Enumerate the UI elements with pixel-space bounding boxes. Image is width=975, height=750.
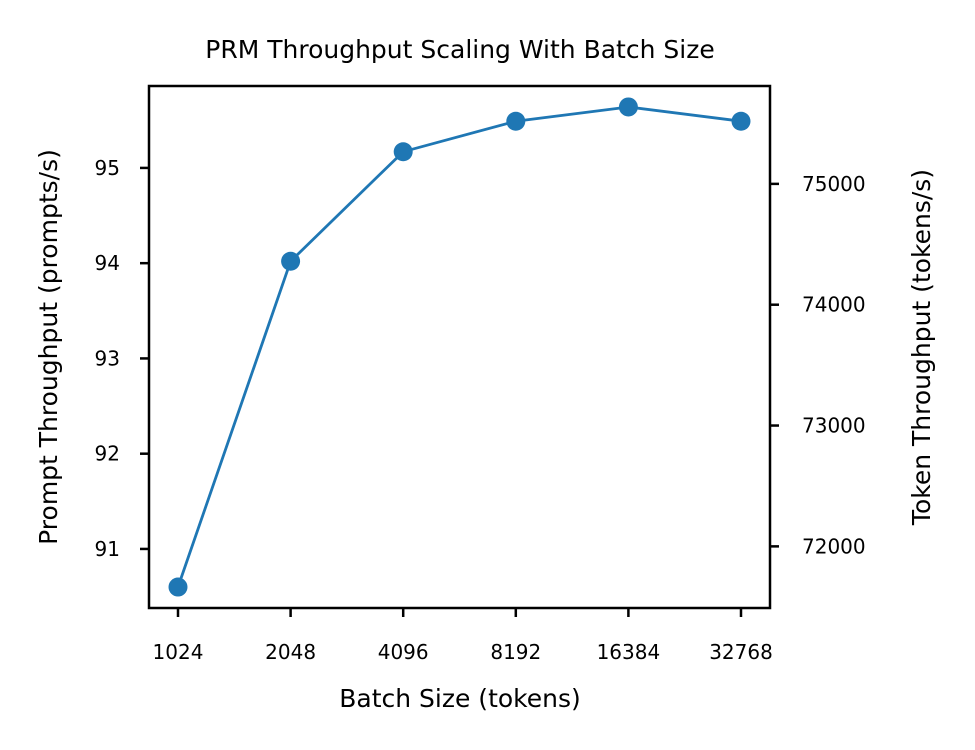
y-axis-left-ticks: 91 92 93 94 95 <box>95 156 149 561</box>
x-axis-ticks: 1024 2048 4096 8192 16384 32768 <box>153 608 773 664</box>
x-tick-label: 16384 <box>597 640 661 664</box>
y-axis-right-ticks: 72000 73000 74000 75000 <box>770 172 866 558</box>
data-point <box>168 577 188 597</box>
data-point <box>618 97 638 117</box>
series-layer <box>168 97 751 597</box>
y-tick-label: 91 <box>95 537 120 561</box>
x-tick-label: 8192 <box>490 640 541 664</box>
y-axis-left-label: Prompt Throughput (prompts/s) <box>34 149 63 545</box>
data-point <box>393 142 413 162</box>
data-point <box>281 251 301 271</box>
series-line-0 <box>176 105 742 588</box>
y-tick-label: 94 <box>95 251 120 275</box>
x-tick-label: 2048 <box>265 640 316 664</box>
plot-frame <box>147 84 772 610</box>
chart-title: PRM Throughput Scaling With Batch Size <box>205 35 714 64</box>
y-tick-label: 93 <box>95 346 120 370</box>
y2-tick-label: 74000 <box>802 293 866 317</box>
data-point <box>731 111 751 131</box>
data-point <box>506 111 526 131</box>
y2-tick-label: 73000 <box>802 414 866 438</box>
y2-tick-label: 72000 <box>802 534 866 558</box>
y2-tick-label: 75000 <box>802 172 866 196</box>
y-axis-right-label: Token Throughput (tokens/s) <box>907 169 936 526</box>
x-tick-label: 1024 <box>153 640 204 664</box>
x-axis-label: Batch Size (tokens) <box>339 684 581 713</box>
x-tick-label: 32768 <box>709 640 773 664</box>
y-tick-label: 92 <box>95 442 120 466</box>
y-tick-label: 95 <box>95 156 120 180</box>
x-tick-label: 4096 <box>378 640 429 664</box>
